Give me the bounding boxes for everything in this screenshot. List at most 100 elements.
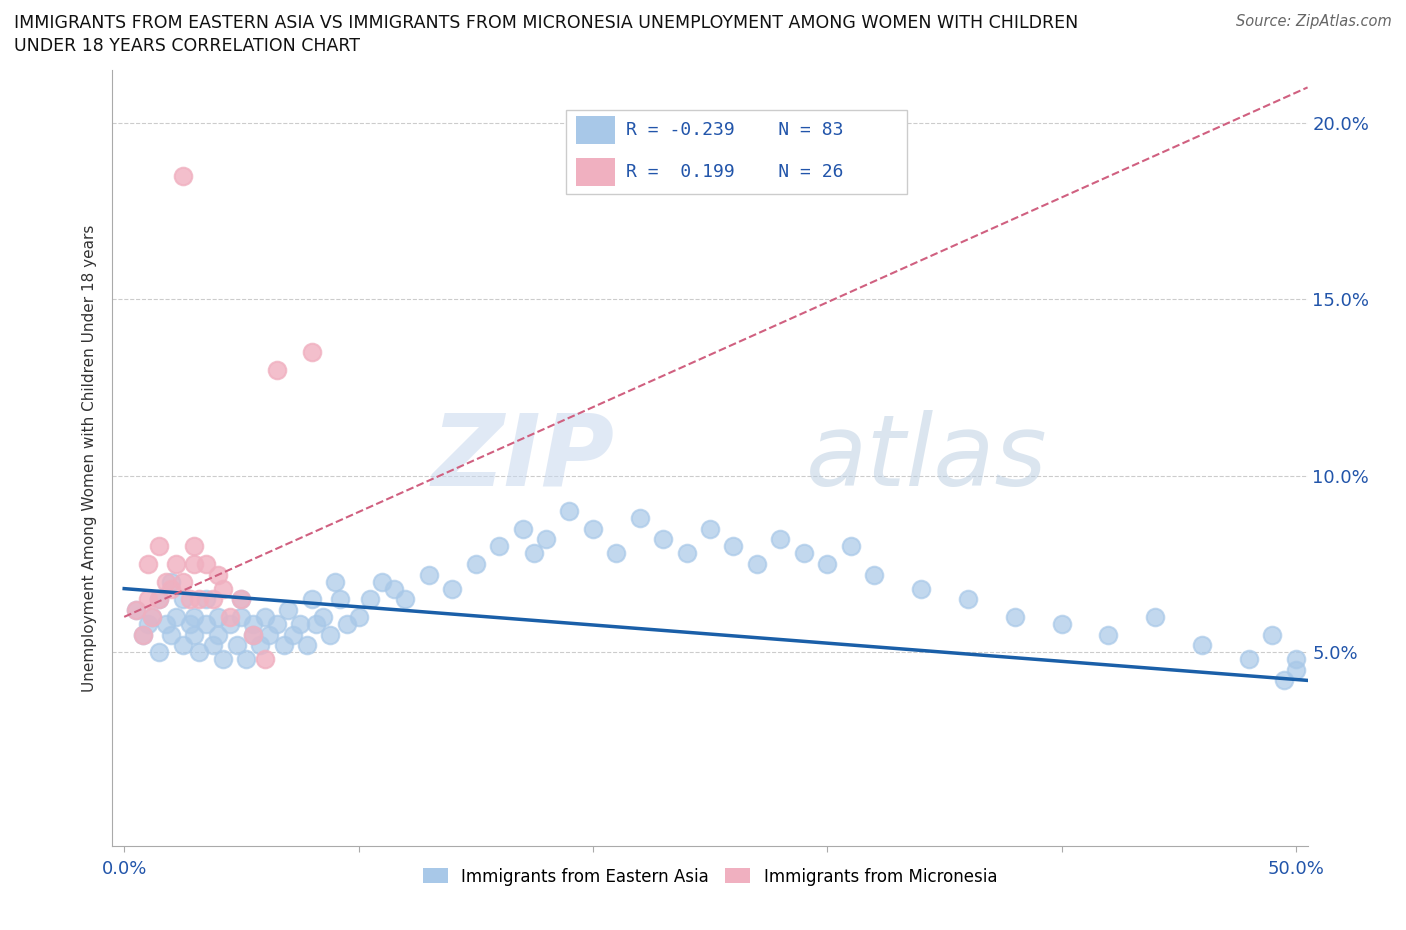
- Point: [1144, 609, 1167, 624]
- Point: [699, 521, 721, 536]
- FancyBboxPatch shape: [576, 158, 616, 186]
- Point: [266, 363, 288, 378]
- Point: [202, 591, 225, 606]
- Point: [218, 609, 240, 624]
- Point: [523, 546, 546, 561]
- Point: [249, 638, 271, 653]
- Point: [235, 652, 257, 667]
- Point: [319, 627, 342, 642]
- Point: [512, 521, 534, 536]
- Point: [242, 617, 264, 631]
- Point: [155, 574, 177, 589]
- Point: [132, 627, 155, 642]
- Point: [1191, 638, 1213, 653]
- Point: [231, 591, 253, 606]
- Point: [1285, 652, 1308, 667]
- Point: [301, 345, 323, 360]
- Point: [301, 591, 323, 606]
- Point: [266, 617, 288, 631]
- Point: [160, 627, 183, 642]
- Point: [172, 591, 194, 606]
- Point: [675, 546, 697, 561]
- Point: [202, 638, 225, 653]
- Point: [165, 609, 187, 624]
- Point: [277, 603, 299, 618]
- Point: [441, 581, 464, 596]
- Point: [259, 627, 281, 642]
- Point: [148, 591, 170, 606]
- Point: [132, 627, 155, 642]
- Point: [558, 503, 581, 518]
- Point: [136, 591, 159, 606]
- Point: [745, 556, 768, 571]
- Point: [1261, 627, 1284, 642]
- Point: [382, 581, 405, 596]
- Point: [141, 609, 163, 624]
- Text: R = -0.239    N = 83: R = -0.239 N = 83: [626, 121, 844, 139]
- Point: [839, 538, 862, 553]
- Point: [141, 609, 163, 624]
- Point: [125, 603, 148, 618]
- Point: [336, 617, 359, 631]
- Point: [723, 538, 745, 553]
- Point: [195, 556, 218, 571]
- Point: [207, 567, 229, 582]
- Legend: Immigrants from Eastern Asia, Immigrants from Micronesia: Immigrants from Eastern Asia, Immigrants…: [416, 861, 1004, 892]
- Point: [183, 538, 205, 553]
- FancyBboxPatch shape: [576, 116, 616, 144]
- Text: R =  0.199    N = 26: R = 0.199 N = 26: [626, 164, 844, 181]
- Point: [172, 168, 194, 183]
- Point: [179, 591, 201, 606]
- Point: [1237, 652, 1260, 667]
- Text: UNDER 18 YEARS CORRELATION CHART: UNDER 18 YEARS CORRELATION CHART: [14, 37, 360, 55]
- Point: [323, 574, 346, 589]
- Point: [582, 521, 605, 536]
- Point: [136, 617, 159, 631]
- Point: [273, 638, 295, 653]
- Point: [329, 591, 352, 606]
- Point: [910, 581, 932, 596]
- Point: [155, 617, 177, 631]
- Point: [359, 591, 381, 606]
- Text: atlas: atlas: [806, 409, 1047, 507]
- Point: [211, 652, 233, 667]
- Point: [231, 591, 253, 606]
- Point: [148, 644, 170, 659]
- Point: [218, 617, 240, 631]
- Text: 0.0%: 0.0%: [101, 860, 146, 878]
- Point: [305, 617, 328, 631]
- Point: [863, 567, 886, 582]
- Point: [371, 574, 394, 589]
- Point: [172, 574, 194, 589]
- Point: [165, 556, 187, 571]
- Point: [1272, 673, 1295, 688]
- Point: [242, 627, 264, 642]
- Point: [183, 627, 205, 642]
- Y-axis label: Unemployment Among Women with Children Under 18 years: Unemployment Among Women with Children U…: [82, 224, 97, 692]
- Point: [312, 609, 335, 624]
- Point: [605, 546, 627, 561]
- Point: [207, 627, 229, 642]
- Point: [148, 538, 170, 553]
- Text: ZIP: ZIP: [432, 409, 614, 507]
- Point: [136, 556, 159, 571]
- Point: [172, 638, 194, 653]
- Point: [534, 532, 557, 547]
- Point: [207, 609, 229, 624]
- Text: Source: ZipAtlas.com: Source: ZipAtlas.com: [1236, 14, 1392, 29]
- Point: [183, 556, 205, 571]
- Point: [288, 617, 311, 631]
- Point: [253, 652, 276, 667]
- Point: [464, 556, 486, 571]
- Point: [188, 644, 211, 659]
- Point: [231, 609, 253, 624]
- Point: [769, 532, 792, 547]
- FancyBboxPatch shape: [565, 110, 907, 193]
- Point: [418, 567, 440, 582]
- Point: [148, 591, 170, 606]
- Text: IMMIGRANTS FROM EASTERN ASIA VS IMMIGRANTS FROM MICRONESIA UNEMPLOYMENT AMONG WO: IMMIGRANTS FROM EASTERN ASIA VS IMMIGRAN…: [14, 14, 1078, 32]
- Point: [211, 581, 233, 596]
- Point: [628, 511, 651, 525]
- Point: [394, 591, 416, 606]
- Point: [652, 532, 675, 547]
